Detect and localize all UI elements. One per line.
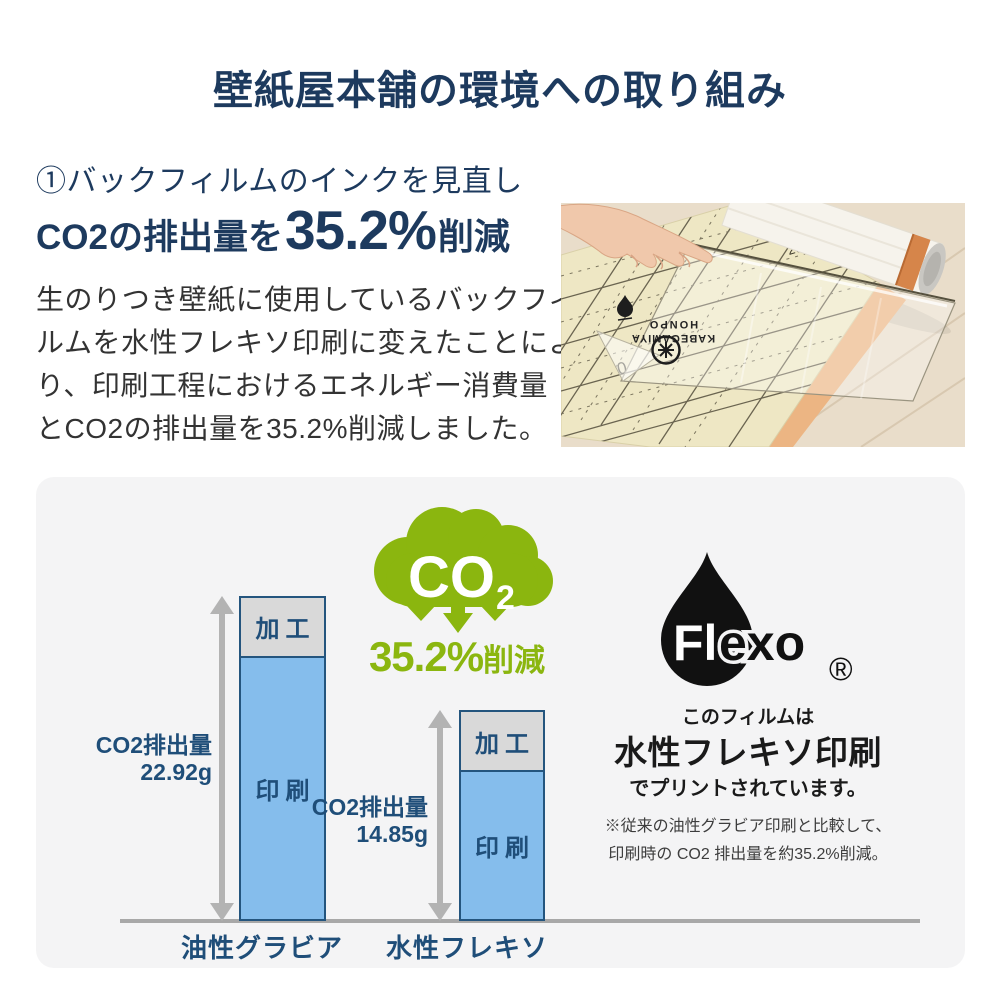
flexo-note-line2: 印刷時の CO2 排出量を約35.2%削減。: [608, 846, 888, 863]
segment-label-printing: 印刷: [475, 834, 535, 862]
intro-paragraph: 生のりつき壁紙に使用しているバックフィ ルムを水性フレキソ印刷に変えたことによ …: [36, 278, 577, 450]
arrow-head-down: [210, 903, 234, 921]
flexo-brand-white: Fl: [673, 615, 717, 671]
lead-highlight: 35.2%: [284, 199, 437, 261]
registered-mark: ®: [829, 651, 853, 687]
arrow-head-up: [210, 596, 234, 614]
co2-gas-label: CO: [408, 545, 495, 610]
chart-baseline: [120, 919, 920, 923]
bar-segment-printing: 印刷: [461, 771, 543, 919]
total-label-water-flexo: CO2排出量 14.85g: [312, 794, 428, 848]
ink-drop-icon: [661, 552, 753, 686]
photo-illustration: 20 0: [561, 203, 965, 447]
lead-suffix: 削減: [437, 216, 510, 257]
paragraph-line: り、印刷工程におけるエネルギー消費量: [36, 370, 548, 401]
flexo-note-line1: ※従来の油性グラビア印刷と比較して、: [604, 818, 892, 835]
reduction-suffix: 削減: [483, 643, 546, 678]
wallpaper-roll: [721, 203, 946, 296]
film-brand-line2: HONPO: [648, 318, 698, 330]
flexo-brand-black: exo: [719, 615, 805, 671]
total-label-value: 22.92g: [140, 759, 212, 785]
flexo-logo: Fl exo ®: [661, 552, 853, 687]
bar-oil-gravure: 加工 印刷: [239, 596, 326, 921]
reduction-percent: 35.2%: [368, 633, 484, 680]
segment-label-printing: 印刷: [255, 777, 316, 805]
total-label-oil-gravure: CO2排出量 22.92g: [96, 732, 212, 786]
lead-prefix: CO2の排出量を: [36, 218, 283, 257]
paragraph-line: 生のりつき壁紙に使用しているバックフィ: [36, 284, 577, 315]
flexo-caption2: でプリントされています。: [629, 778, 867, 800]
total-label-title: CO2排出量: [95, 732, 212, 758]
bar-segment-printing: 印刷: [241, 657, 324, 919]
hand: [561, 203, 713, 270]
product-photo: 20 0: [561, 203, 965, 447]
arrow-head-up: [428, 710, 452, 729]
flexo-method: 水性フレキソ印刷: [614, 734, 882, 771]
x-label-oil-gravure: 油性グラビア: [180, 933, 343, 963]
bar-segment-processing: 加工: [461, 712, 543, 772]
segment-label-processing: 加工: [475, 730, 535, 758]
total-label-title: CO2排出量: [311, 794, 428, 820]
co2-sub-label: 2: [496, 579, 515, 617]
x-label-water-flexo: 水性フレキソ: [385, 933, 548, 963]
bar-segment-processing: 加工: [241, 598, 324, 658]
measure-arrow-water-flexo: [428, 710, 452, 921]
mini-drop-logo: [617, 295, 633, 321]
bar-water-flexo: 加工 印刷: [459, 710, 545, 921]
page-title: 壁紙屋本舗の環境への取り組み: [213, 69, 787, 113]
paragraph-line: ルムを水性フレキソ印刷に変えたことによ: [36, 327, 577, 358]
measure-arrow-oil-gravure: [210, 596, 234, 921]
film-stamp-icon: [651, 335, 681, 365]
co2-cloud-icon: CO 2: [374, 507, 553, 633]
wallpaper-sheet: 20 0: [561, 203, 906, 447]
lead-statement: CO2の排出量を 35.2% 削減: [36, 198, 510, 262]
segment-label-processing: 加工: [255, 616, 316, 644]
reduction-label: 35.2% 削減: [350, 633, 564, 681]
section-heading: ①バックフィルムのインクを見直し: [36, 165, 523, 198]
transparent-film: KABEGAMIYA HONPO: [595, 243, 956, 402]
flexo-caption: このフィルムは: [681, 707, 815, 728]
arrow-shaft: [437, 720, 443, 911]
paragraph-line: とCO2の排出量を35.2%削減しました。: [36, 413, 548, 444]
arrow-head-down: [428, 902, 452, 921]
arrow-shaft: [219, 606, 225, 911]
total-label-value: 14.85g: [356, 821, 428, 847]
